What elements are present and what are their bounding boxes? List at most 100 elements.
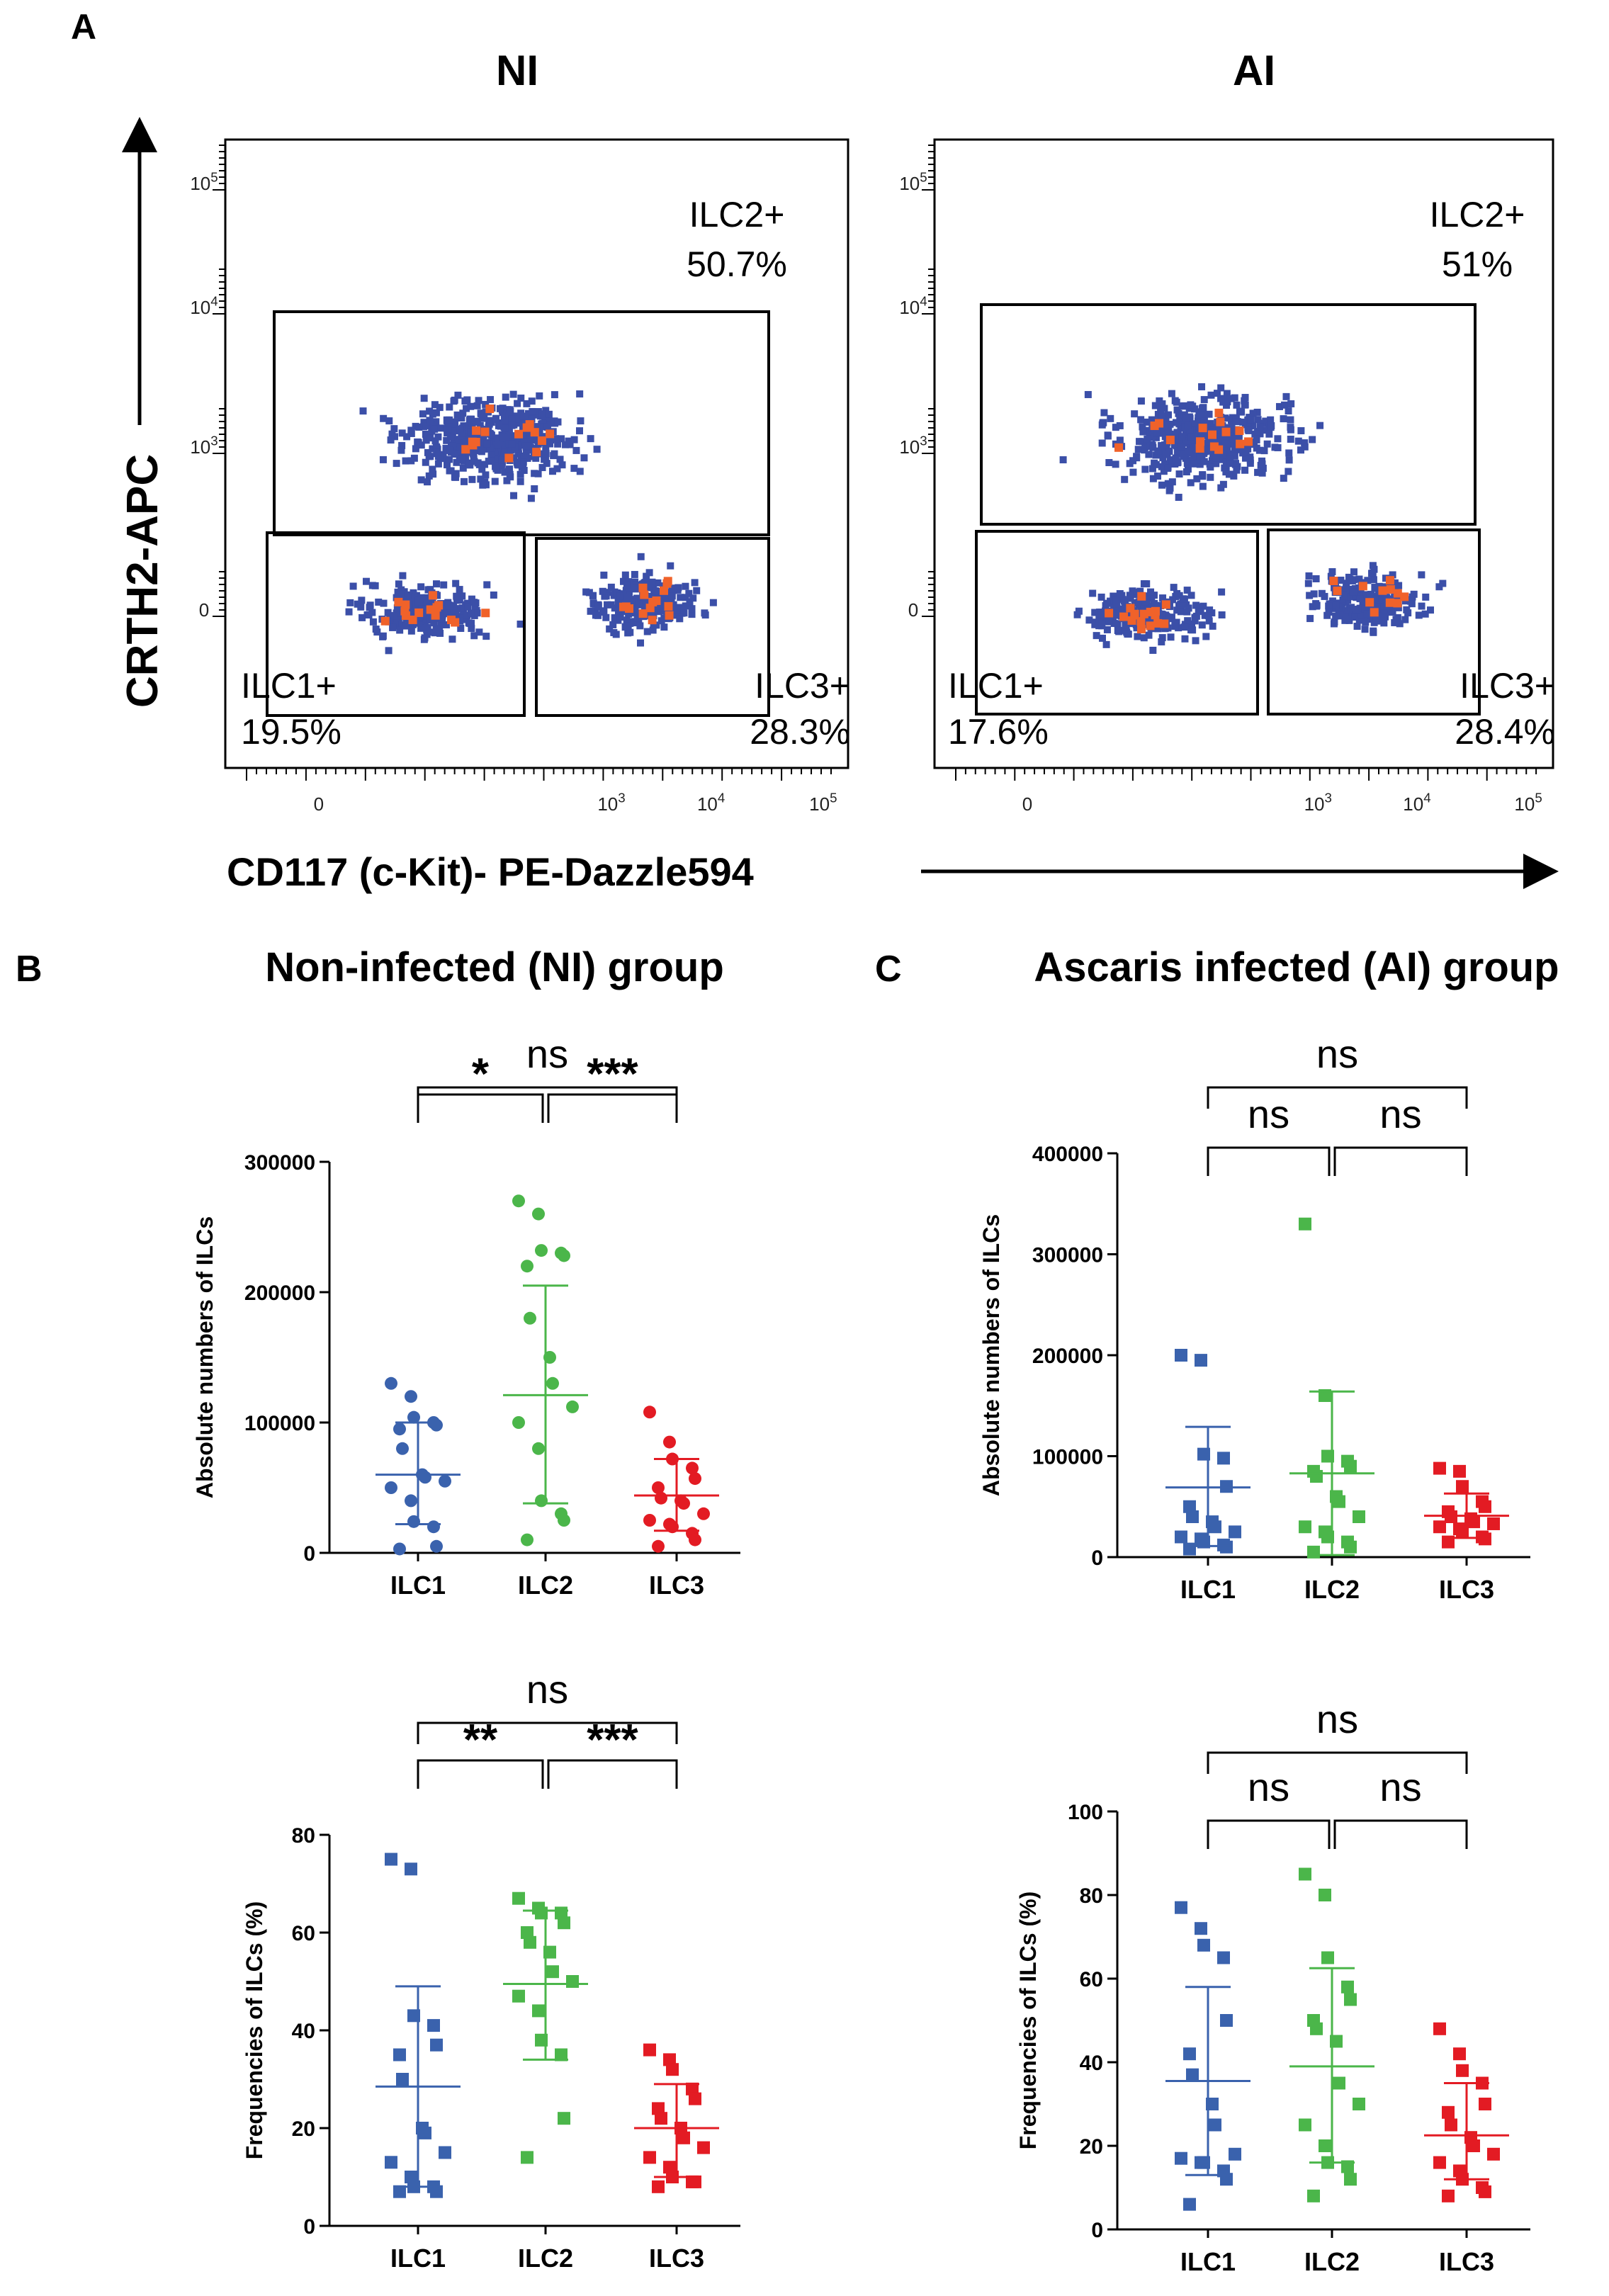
gate-percent-ilc2: 50.7% (687, 244, 787, 284)
x-tick-label: ILC1 (1180, 1575, 1236, 1604)
flow-event (1210, 437, 1218, 445)
flow-event (517, 441, 525, 449)
flow-event (442, 444, 450, 452)
flow-event (1394, 604, 1402, 611)
flow-event (1098, 421, 1106, 429)
flow-event-highlight (468, 437, 477, 446)
flow-event (643, 628, 651, 635)
flow-event (1145, 631, 1153, 639)
flow-event (1089, 589, 1097, 597)
flow-event-highlight (1196, 437, 1205, 446)
flow-event (366, 601, 374, 609)
data-point-ilc3 (689, 1472, 701, 1486)
flow-event (1182, 468, 1190, 476)
data-point-ilc1 (1175, 1901, 1187, 1914)
flow-event-highlight (619, 602, 628, 611)
flow-event (448, 442, 456, 450)
flow-event-highlight (1195, 443, 1204, 453)
flow-event (1159, 594, 1167, 602)
significance-bracket (1333, 1819, 1468, 1849)
flow-event (1135, 598, 1143, 606)
data-point-ilc2 (512, 1989, 525, 2003)
flow-event (392, 612, 400, 620)
data-point-ilc3 (663, 2161, 676, 2174)
significance-bracket (547, 1093, 678, 1123)
flow-event (412, 592, 420, 599)
flow-event (1159, 442, 1167, 450)
flow-event (1160, 468, 1168, 475)
flow-event (419, 410, 427, 418)
data-point-ilc3 (1433, 1520, 1446, 1534)
flow-event (427, 611, 434, 618)
flow-event (1112, 424, 1119, 431)
flow-event (636, 622, 644, 630)
flow-xtick-label: 103 (1304, 790, 1332, 815)
flow-event (1183, 608, 1191, 616)
flow-event (451, 473, 458, 481)
flow-event (481, 460, 489, 468)
flow-event (1196, 433, 1204, 441)
flow-event (1282, 392, 1290, 400)
flow-event (1170, 584, 1178, 592)
dotplot-ni-absolute: 0 100000 200000 300000 ILC1 ILC2 ILC3 Absolute … (192, 1031, 740, 1600)
data-point-ilc2 (521, 1260, 533, 1273)
flow-event (1199, 602, 1207, 610)
data-point-ilc1 (1175, 1349, 1187, 1362)
flow-event (623, 622, 631, 630)
flow-event (1105, 459, 1113, 467)
flow-event (1158, 412, 1166, 419)
gate-ilc2 (980, 303, 1477, 526)
flow-event (389, 623, 397, 631)
flow-event (1149, 443, 1157, 451)
flow-event-highlight (408, 615, 417, 624)
flow-event (1305, 572, 1313, 579)
data-point-ilc3 (655, 1491, 667, 1505)
flow-event (1173, 429, 1181, 436)
data-point-ilc1 (1183, 1500, 1196, 1513)
flow-event (1151, 599, 1158, 607)
flow-event (508, 422, 516, 429)
data-point-ilc1 (430, 2185, 443, 2198)
flow-event (576, 468, 584, 475)
flow-event (1401, 616, 1409, 623)
flow-event (467, 428, 475, 436)
significance-bracket (417, 1759, 544, 1789)
flow-event (631, 570, 638, 578)
flow-event (594, 602, 602, 610)
flow-event (1254, 416, 1262, 424)
flow-event (1171, 623, 1179, 630)
data-point-ilc2 (555, 2048, 568, 2062)
flow-event (1200, 412, 1208, 419)
y-tick-label: 100000 (244, 1412, 315, 1435)
flow-event (434, 453, 442, 460)
flow-title-ni: NI (496, 47, 538, 94)
flow-event (460, 477, 468, 485)
flow-event (509, 390, 517, 398)
flow-event (399, 572, 407, 579)
flow-event (385, 417, 393, 425)
data-point-ilc1 (430, 1539, 443, 1553)
tick-exponent: 5 (1535, 790, 1542, 805)
flow-event (519, 460, 526, 468)
flow-event (676, 615, 684, 623)
flow-event (688, 605, 696, 613)
flow-event (635, 601, 643, 609)
x-tick-label: ILC1 (390, 1571, 446, 1600)
flow-event (470, 611, 478, 619)
flow-event (1213, 390, 1221, 397)
flow-event (487, 419, 495, 426)
flow-event (1258, 469, 1266, 477)
flow-event-highlight (426, 605, 435, 614)
flow-event (414, 596, 422, 604)
flow-event-highlight (652, 596, 661, 605)
data-point-ilc1 (385, 1853, 397, 1866)
flow-event (1160, 425, 1168, 433)
flow-event (1192, 637, 1199, 645)
flow-event (645, 569, 653, 577)
flow-event-highlight (1386, 585, 1395, 594)
flow-event-highlight (1365, 598, 1374, 607)
flow-event (1164, 480, 1172, 487)
flow-event (551, 450, 558, 458)
flow-event (1180, 453, 1187, 460)
flow-event (463, 611, 471, 619)
